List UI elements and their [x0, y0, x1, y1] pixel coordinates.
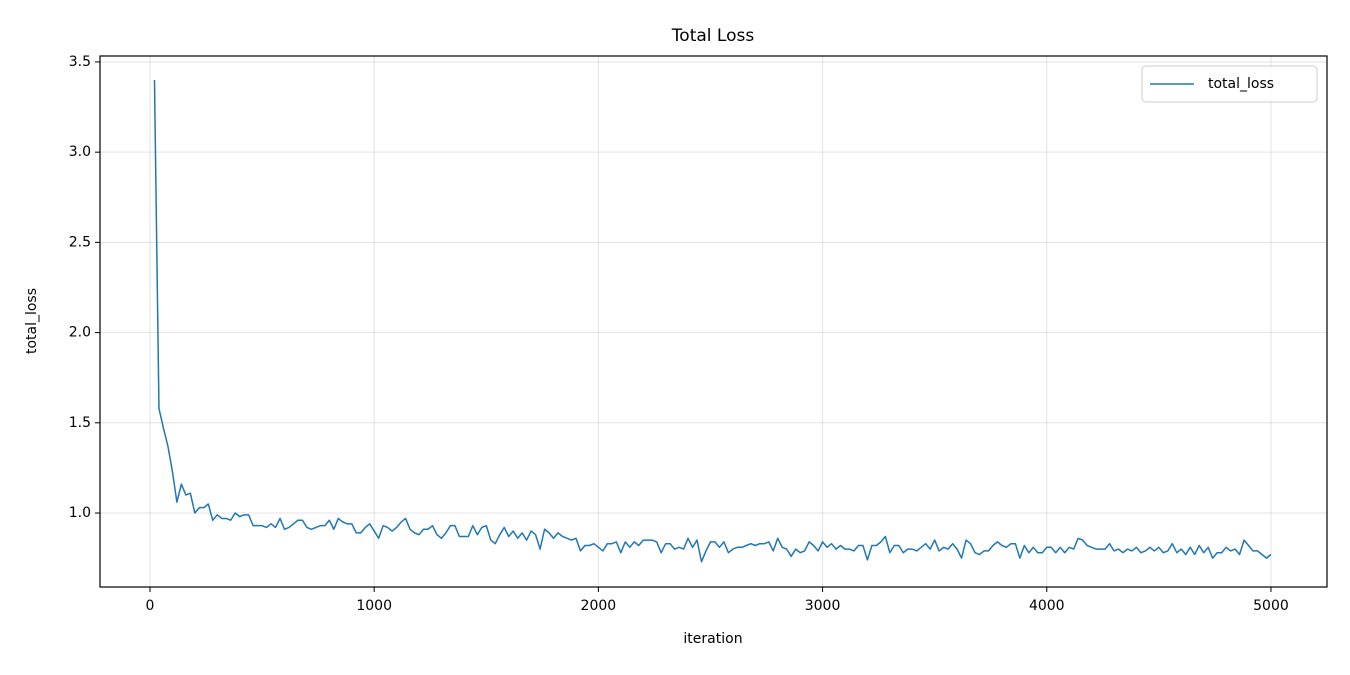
y-tick-label: 2.0 [69, 325, 91, 341]
plot-frame [99, 55, 1328, 588]
y-tick-label: 2.5 [69, 234, 91, 250]
x-axis-label: iteration [683, 631, 742, 647]
x-tick-label: 0 [146, 598, 155, 614]
y-axis-label: total_loss [24, 288, 40, 354]
y-tick-label: 1.0 [69, 505, 91, 521]
x-tick-label: 2000 [581, 598, 617, 614]
chart-title: Total Loss [671, 26, 755, 46]
y-tick-label: 1.5 [69, 415, 91, 431]
y-tick-label: 3.0 [69, 144, 91, 160]
legend-box [1141, 65, 1318, 103]
x-tick-label: 5000 [1253, 598, 1289, 614]
x-tick-label: 3000 [805, 598, 841, 614]
x-tick-label: 4000 [1029, 598, 1065, 614]
x-tick-label: 1000 [356, 598, 392, 614]
legend-label: total_loss [1208, 76, 1274, 92]
data-line [153, 79, 1272, 563]
y-tick-label: 3.5 [69, 54, 91, 70]
